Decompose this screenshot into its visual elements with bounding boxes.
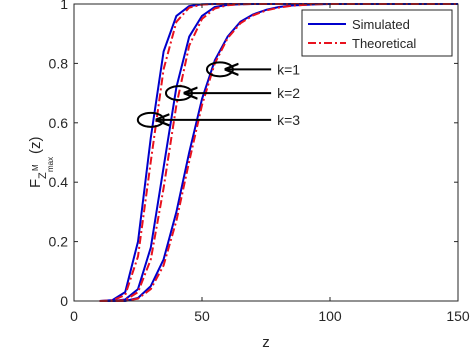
y-label-superscript: M: [31, 164, 40, 171]
x-tick-label: 0: [70, 308, 78, 324]
legend-box: [301, 9, 453, 57]
x-tick-label: 100: [318, 308, 342, 324]
y-tick-label: 0.2: [49, 234, 69, 250]
legend-label-simulated: Simulated: [352, 17, 410, 32]
y-tick-label: 0.4: [49, 174, 69, 190]
y-label-main: F: [27, 179, 44, 188]
annotation-label-k2: k=2: [277, 85, 300, 101]
annotation-layer: k=1 k=2 k=3: [136, 61, 300, 128]
x-axis-label: z: [262, 334, 270, 351]
y-label-subscript: Z: [37, 172, 49, 179]
legend-label-theoretical: Theoretical: [352, 36, 416, 51]
y-tick-label: 0.6: [49, 115, 69, 131]
y-axis-label: F Z M max (z): [27, 137, 55, 189]
y-tick-label: 0: [60, 293, 68, 309]
plot-frame: [73, 3, 459, 302]
annotation-label-k1: k=1: [277, 61, 300, 77]
y-label-sub-subscript: max: [46, 157, 55, 172]
y-label-argument: (z): [27, 137, 44, 155]
annotation-label-k3: k=3: [277, 112, 300, 128]
ticks-layer: 0 50 100 150 0 0.2 0.4 0.6 0.8 1: [49, 0, 470, 324]
x-tick-label: 150: [446, 308, 470, 324]
legend: Simulated Theoretical: [301, 9, 453, 57]
y-tick-label: 0.8: [49, 55, 69, 71]
y-tick-label: 1: [60, 0, 68, 12]
curve-k1-theoretical: [99, 3, 458, 302]
x-tick-label: 50: [194, 308, 210, 324]
curve-k3-theoretical: [99, 3, 458, 302]
